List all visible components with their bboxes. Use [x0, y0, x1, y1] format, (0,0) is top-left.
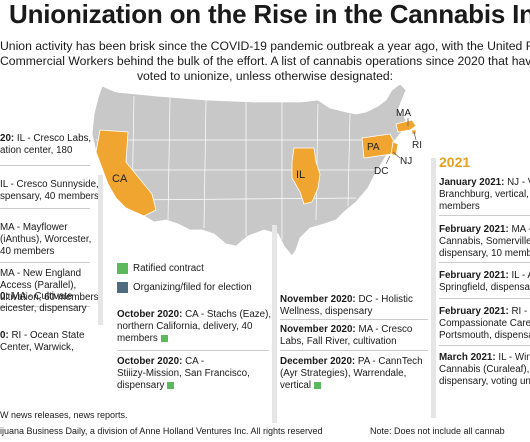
- divider: [439, 298, 530, 299]
- leader-lines: [385, 118, 417, 165]
- entry-middle-2: October 2020: CA - Stiiizy-Mission, San …: [117, 356, 250, 391]
- column-divider: [431, 158, 436, 418]
- subtitle-line: Commercial Workers behind the bulk of th…: [0, 54, 530, 68]
- page-title: Unionization on the Rise in the Cannabis…: [0, 0, 530, 36]
- legend-ratified-label: Ratified contract: [133, 263, 204, 274]
- year-heading: 2021: [439, 154, 471, 170]
- entry-rightmid-2: November 2020: MA - Cresco Labs, Fall Ri…: [280, 324, 413, 347]
- entry-left-2: IL - Cresco Sunnyside, spensary, 40 memb…: [0, 179, 99, 202]
- label-ca: CA: [112, 173, 128, 185]
- legend-organizing-swatch: [117, 282, 128, 293]
- subtitle-line: Union activity has been brisk since the …: [0, 39, 530, 53]
- column-divider: [272, 225, 277, 423]
- label-dc: DC: [374, 166, 388, 177]
- entry-right-3: February 2021: IL - A Springfield, dispe…: [439, 270, 530, 293]
- ratified-marker: [314, 382, 322, 389]
- divider: [0, 306, 90, 307]
- subtitle-line: voted to unionize, unless otherwise desi…: [136, 69, 394, 83]
- footer-source: W news releases, news reports.: [0, 410, 128, 420]
- divider: [280, 319, 428, 320]
- footer-note: Note: Does not include all cannab: [370, 426, 505, 436]
- legend-organizing-label: Organizing/filed for election: [133, 282, 252, 293]
- entry-left-3: MA - Mayflower (iAnthus), Worcester, 40 …: [0, 222, 92, 257]
- divider: [0, 165, 90, 166]
- footer-credit: ijuana Business Daily, a division of Ann…: [0, 426, 323, 436]
- entry-left-5: 0: MA - Cultivate eicester, dispensary: [0, 291, 87, 314]
- divider: [117, 350, 269, 351]
- state-lines: [94, 95, 386, 240]
- title-text: Unionization on the Rise in the Cannabis…: [9, 0, 530, 29]
- state-il: [291, 147, 321, 205]
- state-nj: [390, 141, 399, 157]
- divider: [280, 350, 428, 351]
- label-ri: RI: [412, 140, 422, 151]
- divider: [0, 208, 90, 209]
- entry-right-5: March 2021: IL - Win Cannabis (Curaleaf)…: [439, 352, 530, 387]
- entry-left-1: 20: IL - Cresco Labs, ation center, 180: [0, 133, 92, 156]
- state-ca: [95, 129, 157, 217]
- divider: [439, 215, 530, 216]
- entry-rightmid-3: December 2020: PA - CannTech (Ayr Strate…: [280, 356, 423, 391]
- label-nj: NJ: [400, 156, 412, 167]
- entry-right-2: February 2021: MA - Cannabis, Somerville…: [439, 224, 530, 259]
- divider: [439, 345, 530, 346]
- legend-ratified-swatch: [117, 263, 128, 274]
- entry-left-6: 0: RI - Ocean State Center, Warwick,: [0, 330, 85, 353]
- us-map: CA IL PA MA RI NJ DC: [91, 83, 422, 257]
- entry-right-4: February 2021: RI - G Compassionate Care…: [439, 306, 530, 341]
- entry-middle-1: October 2020: CA - Stachs (Eaze), northe…: [117, 309, 272, 344]
- label-ma: MA: [396, 108, 411, 119]
- subtitle: Union activity has been brisk since the …: [0, 39, 530, 84]
- column-divider: [98, 175, 103, 325]
- label-il: IL: [296, 169, 305, 181]
- divider: [0, 262, 90, 263]
- divider: [439, 262, 530, 263]
- ratified-marker: [167, 382, 175, 389]
- label-pa: PA: [367, 142, 380, 153]
- ratified-marker: [160, 335, 168, 342]
- state-ma: [395, 119, 417, 133]
- entry-left-4: MA - New England Access (Parallel), ulti…: [0, 268, 99, 303]
- entry-rightmid-1: November 2020: DC - Holistic Wellness, d…: [280, 294, 413, 317]
- entry-right-1: January 2021: NJ - Ve Branchburg, vertic…: [439, 177, 530, 212]
